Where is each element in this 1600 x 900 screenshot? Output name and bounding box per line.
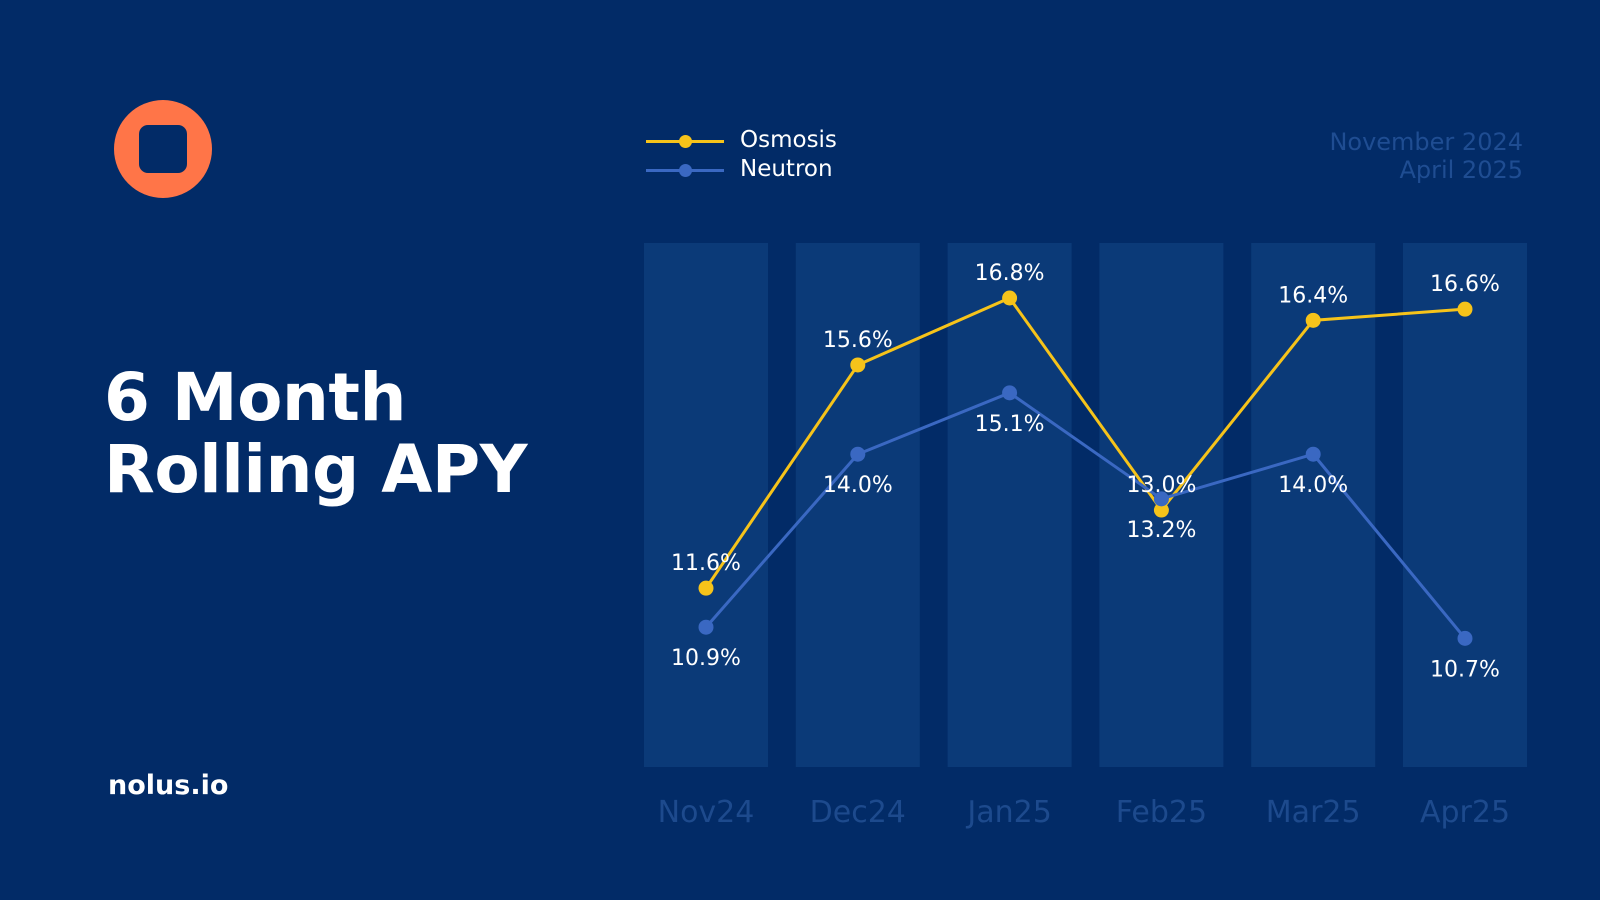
data-label: 14.0%: [823, 473, 893, 498]
page-title: 6 Month Rolling APY: [104, 362, 527, 506]
data-point: [1153, 502, 1169, 518]
month-column: [795, 243, 920, 767]
data-point: [1002, 290, 1018, 306]
month-column: [947, 243, 1072, 767]
data-point: [850, 357, 866, 373]
data-point: [1457, 301, 1473, 317]
series-line-osmosis: [704, 296, 1466, 590]
data-label: 16.6%: [1430, 272, 1500, 297]
series-line-neutron: [704, 391, 1467, 640]
x-tick-label: Jan25: [965, 795, 1051, 830]
data-label: 13.2%: [1126, 518, 1196, 543]
title-line-1: 6 Month: [104, 359, 406, 436]
date-end: April 2025: [1399, 156, 1523, 184]
data-point: [850, 446, 866, 462]
x-tick-label: Apr25: [1420, 795, 1510, 830]
site-link[interactable]: nolus.io: [108, 770, 229, 801]
x-tick-label: Dec24: [810, 795, 906, 830]
data-point: [698, 580, 714, 596]
data-label: 15.6%: [823, 328, 893, 353]
x-tick-label: Feb25: [1116, 795, 1207, 830]
legend-label: Osmosis: [740, 127, 837, 153]
data-label: 14.0%: [1278, 473, 1348, 498]
data-point: [1153, 491, 1169, 507]
data-point: [698, 619, 714, 635]
data-label: 16.8%: [975, 261, 1045, 286]
date-range: November 2024 April 2025: [1329, 128, 1523, 184]
legend-item-neutron: Neutron: [646, 155, 837, 184]
x-tick-label: Nov24: [658, 795, 755, 830]
date-start: November 2024: [1329, 128, 1523, 156]
month-column: [1403, 243, 1527, 767]
data-label: 16.4%: [1278, 283, 1348, 308]
data-label: 10.9%: [671, 646, 741, 671]
legend-label: Neutron: [740, 156, 833, 182]
chart-legend: Osmosis Neutron: [646, 126, 837, 184]
x-tick-label: Mar25: [1266, 795, 1361, 830]
data-label: 15.1%: [975, 412, 1045, 437]
data-label: 10.7%: [1430, 657, 1500, 682]
data-point: [1457, 630, 1473, 646]
month-column: [644, 243, 768, 767]
data-point: [1305, 446, 1321, 462]
legend-item-osmosis: Osmosis: [646, 126, 837, 155]
data-point: [1305, 312, 1321, 328]
nolus-logo: [114, 100, 212, 198]
data-label: 11.6%: [671, 551, 741, 576]
title-line-2: Rolling APY: [104, 431, 527, 508]
data-point: [1002, 385, 1018, 401]
